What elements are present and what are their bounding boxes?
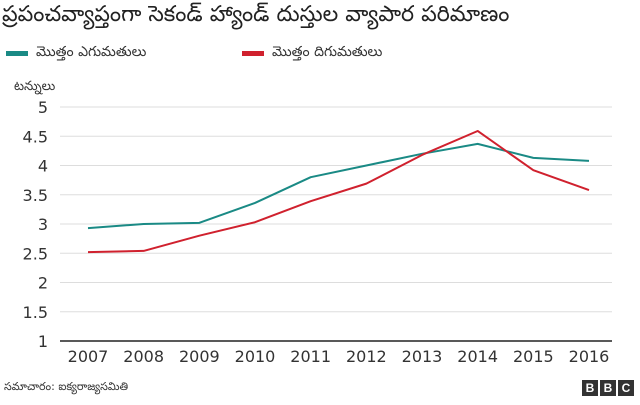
x-tick-label: 2011: [290, 347, 331, 366]
y-tick-label: 2: [38, 274, 48, 293]
bbc-logo-letter: B: [600, 380, 616, 396]
legend: మొత్తం ఎగుమతులు మొత్తం దిగుమతులు: [6, 44, 636, 66]
x-tick-label: 2012: [346, 347, 387, 366]
legend-item-exports: మొత్తం ఎగుమతులు: [6, 44, 146, 63]
bbc-logo-letter: C: [618, 380, 634, 396]
legend-swatch-exports: [6, 51, 28, 56]
source-note: సమాచారం: ఐక్యరాజ్యసమితి: [4, 380, 129, 393]
x-tick-label: 2009: [179, 347, 220, 366]
legend-swatch-imports: [242, 51, 264, 56]
x-tick-label: 2010: [235, 347, 276, 366]
series-line-imports: [87, 129, 590, 254]
y-tick-label: 4.5: [23, 127, 48, 146]
chart-title: ప్రపంచవ్యాప్తంగా సెకండ్ హ్యాండ్ దుస్తుల …: [2, 2, 510, 27]
bbc-logo-letter: B: [582, 380, 598, 396]
y-axis-title: టన్నులు: [14, 79, 56, 95]
bbc-logo: B B C: [582, 380, 634, 396]
y-tick-label: 4: [38, 157, 48, 176]
x-tick-label: 2008: [123, 347, 164, 366]
y-tick-label: 3: [38, 215, 48, 234]
legend-label-exports: మొత్తం ఎగుమతులు: [36, 44, 147, 60]
x-tick-label: 2007: [68, 347, 109, 366]
legend-label-imports: మొత్తం దిగుమతులు: [272, 44, 383, 60]
x-tick-label: 2013: [402, 347, 443, 366]
x-tick-label: 2014: [457, 347, 498, 366]
y-tick-label: 3.5: [23, 186, 48, 205]
x-tick-label: 2016: [569, 347, 610, 366]
y-tick-label: 1: [38, 332, 48, 351]
legend-item-imports: మొత్తం దిగుమతులు: [242, 44, 382, 63]
y-tick-label: 2.5: [23, 244, 48, 263]
x-tick-label: 2015: [513, 347, 554, 366]
y-tick-label: 1.5: [23, 303, 48, 322]
y-tick-label: 5: [38, 98, 48, 117]
